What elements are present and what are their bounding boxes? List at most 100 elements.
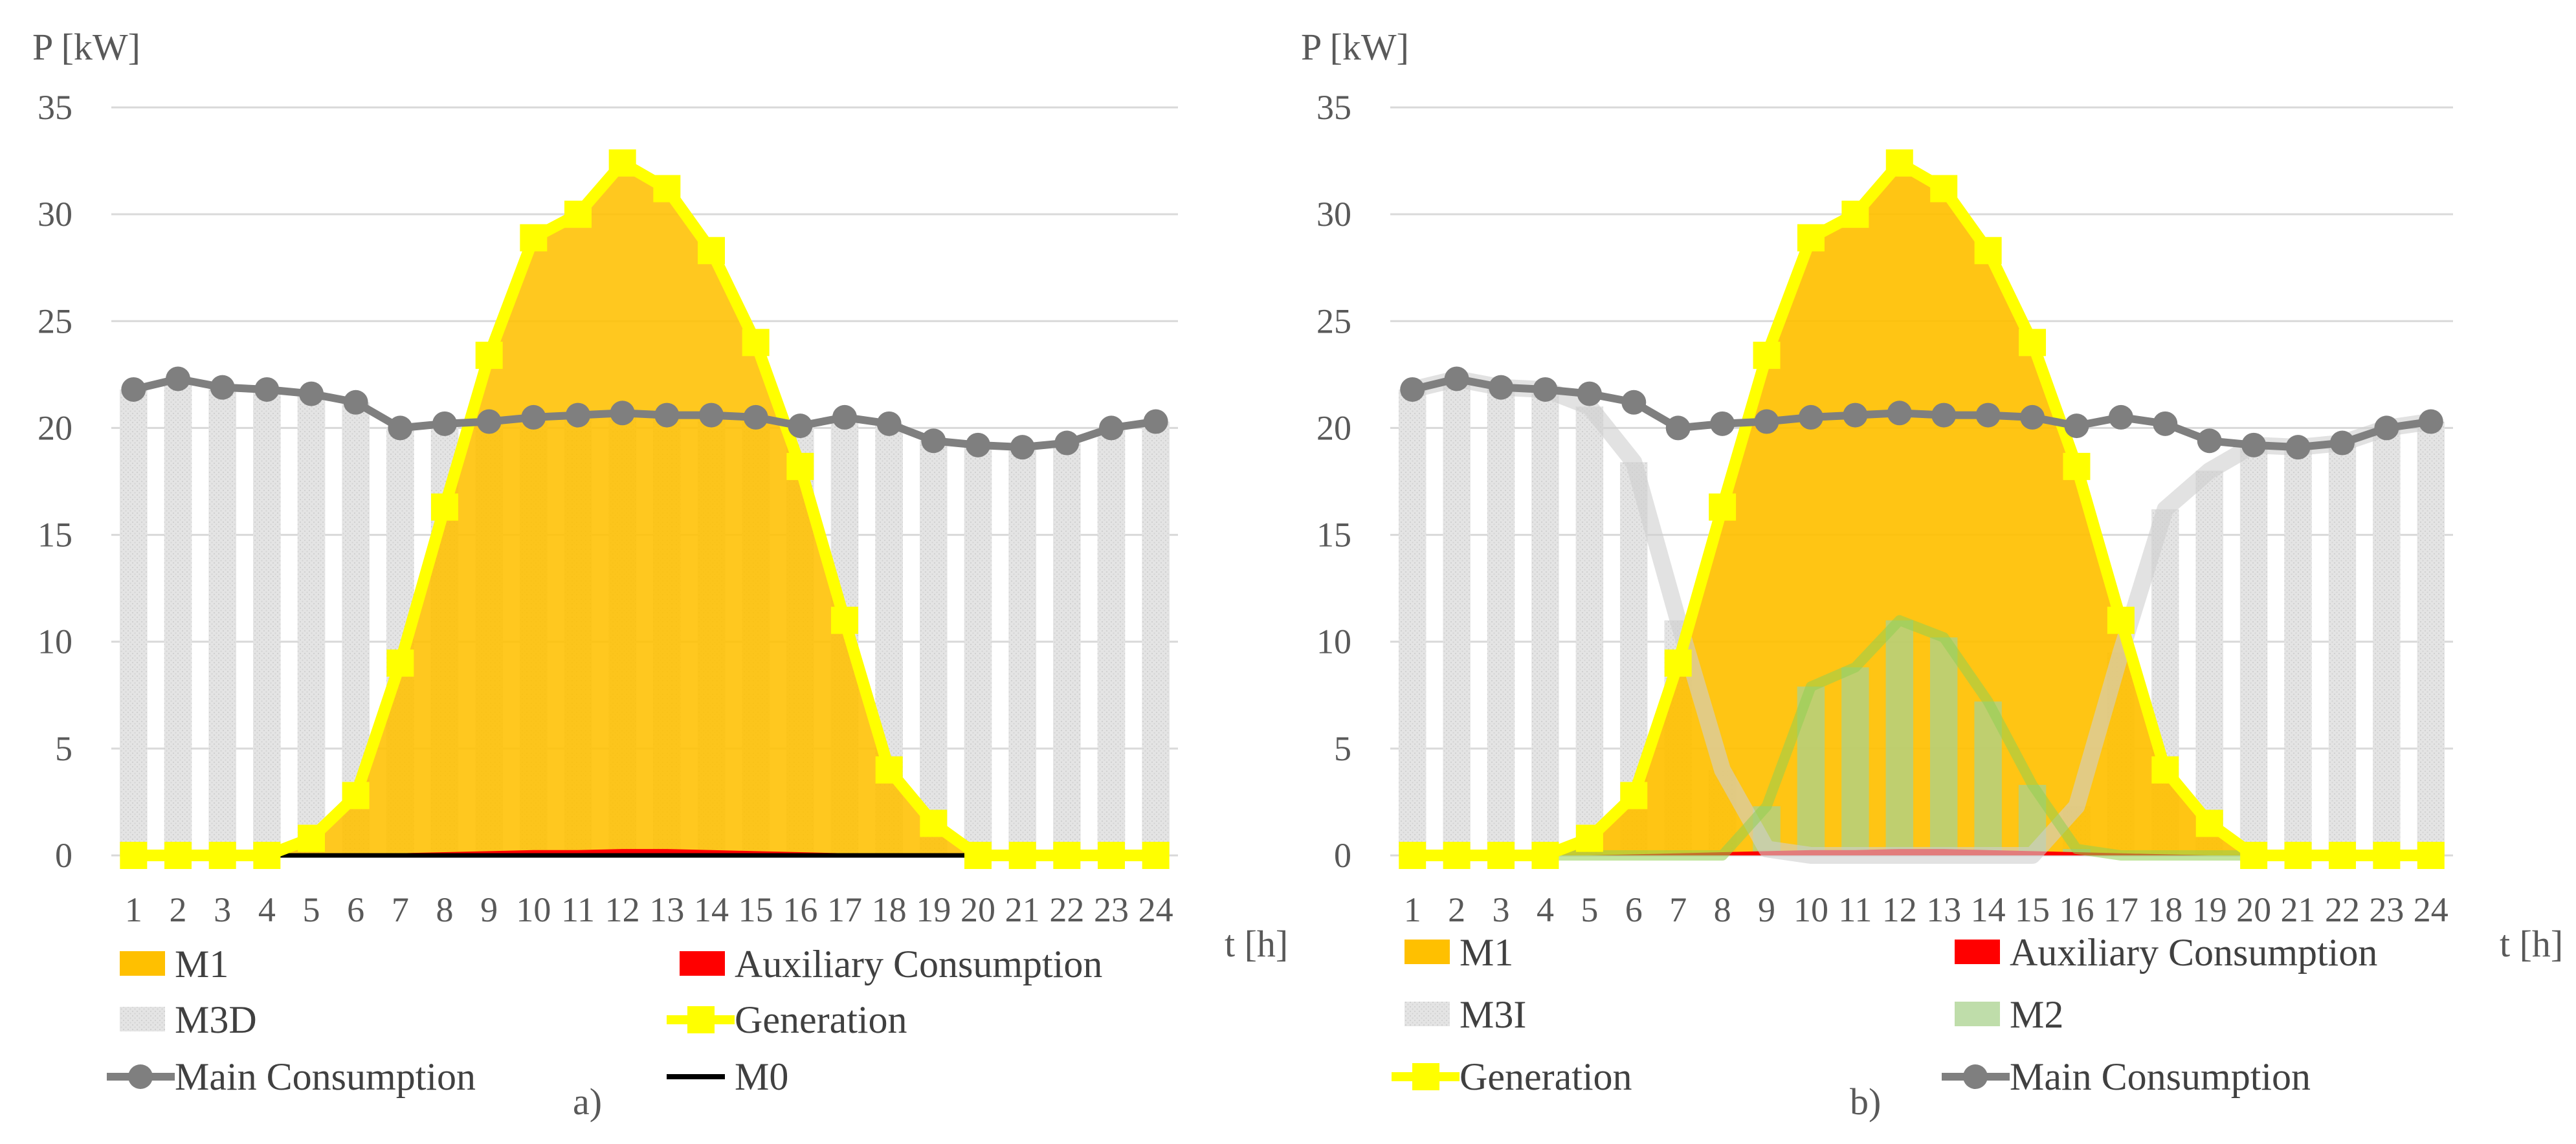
main-consumption-marker [1931, 402, 1957, 428]
generation-marker [875, 756, 903, 784]
x-tick-label: 10 [1793, 890, 1828, 929]
x-tick-label: 5 [1581, 890, 1598, 929]
main-consumption-marker [610, 401, 635, 426]
generation-marker [1142, 842, 1170, 869]
x-tick-label: 2 [1448, 890, 1465, 929]
generation-marker [608, 149, 636, 177]
main-consumption-marker [2241, 432, 2267, 457]
bar-m2 [1929, 637, 1958, 855]
x-tick-label: 21 [1005, 890, 1040, 929]
y-tick-label: 25 [1316, 302, 1351, 340]
generation-marker [1709, 493, 1737, 521]
y-tick-label: 10 [1316, 622, 1351, 661]
bar-m3d [1008, 447, 1036, 855]
x-tick-label: 24 [2414, 890, 2448, 929]
generation-marker [1575, 824, 1603, 852]
generation-marker [1053, 842, 1081, 869]
main-consumption-marker [1010, 435, 1035, 460]
main-consumption-marker [2197, 428, 2222, 454]
generation-marker [2195, 809, 2223, 837]
legend-label: Main Consumption [2010, 1055, 2311, 1098]
legend-label: M3I [1460, 993, 1526, 1036]
generation-marker [831, 606, 858, 634]
generation-marker [2063, 452, 2091, 480]
main-consumption-marker [1054, 430, 1080, 456]
legend-label: M2 [2010, 993, 2063, 1036]
bar-m3i [2328, 443, 2357, 855]
generation-marker [2417, 842, 2445, 869]
y-tick-labels: 0 5 10 15 20 25 30 35 [1316, 88, 1351, 875]
generation-marker [1797, 224, 1825, 252]
generation-marker [2240, 842, 2268, 869]
y-tick-label: 20 [38, 408, 72, 447]
main-consumption-marker [566, 402, 590, 428]
legend-item-m2: M2 [1955, 993, 2063, 1036]
x-axis-label: t [h] [2500, 923, 2563, 965]
x-tick-label: 14 [1971, 890, 2006, 929]
generation-marker [386, 649, 414, 677]
generation-marker [1930, 175, 1958, 203]
bar-m3i [1575, 406, 1604, 855]
main-consumption-marker [2020, 404, 2045, 430]
bar-m3i [2417, 421, 2445, 855]
x-tick-label: 22 [1049, 890, 1084, 929]
legend-swatch [1405, 940, 1450, 964]
generation-marker [253, 842, 281, 869]
x-tick-label: 15 [2015, 890, 2050, 929]
x-tick-label: 7 [392, 890, 409, 929]
bar-m3i [1398, 389, 1427, 855]
bar-m3i [1531, 389, 1559, 855]
y-tick-label: 20 [1316, 408, 1351, 447]
bar-m3i [1487, 387, 1515, 855]
bar-m3d [920, 441, 948, 855]
y-tick-label: 0 [55, 836, 72, 875]
main-consumption-marker [966, 432, 990, 457]
generation-marker [1098, 842, 1125, 869]
x-tick-label: 5 [303, 890, 320, 929]
main-consumption-marker [1798, 404, 1823, 430]
legend-item-generation: Generation [667, 998, 907, 1041]
main-consumption-marker [1143, 409, 1168, 434]
x-tick-label: 3 [1493, 890, 1510, 929]
main-consumption-marker [1665, 415, 1691, 441]
legend-label: M3D [175, 998, 257, 1041]
generation-marker [2019, 329, 2047, 357]
main-consumption-marker [476, 409, 502, 434]
main-consumption-marker [699, 402, 724, 428]
y-tick-label: 35 [1316, 88, 1351, 127]
x-tick-label: 20 [960, 890, 995, 929]
main-consumption-marker [299, 381, 324, 406]
main-consumption-marker [1489, 375, 1514, 400]
legend-marker [687, 1006, 715, 1033]
main-consumption-marker [432, 411, 457, 436]
main-consumption-marker [654, 402, 680, 428]
bar-m3d [164, 379, 192, 855]
x-tick-label: 9 [480, 890, 498, 929]
legend-label: Generation [1460, 1055, 1632, 1098]
main-consumption-marker [1400, 377, 1425, 402]
generation-marker [2284, 842, 2312, 869]
legend-item-auxiliary-consumption: Auxiliary Consumption [680, 943, 1102, 985]
legend-swatch [1955, 1002, 2000, 1026]
bar-m3d [297, 393, 326, 855]
x-tick-label: 8 [1714, 890, 1731, 929]
bar-m2 [1841, 667, 1869, 855]
y-tick-label: 5 [55, 729, 72, 768]
legend-swatch [680, 951, 725, 976]
x-tick-label: 18 [2148, 890, 2182, 929]
legend-swatch [120, 951, 165, 976]
main-consumption-marker [388, 415, 413, 441]
x-tick-label: 7 [1669, 890, 1687, 929]
main-consumption-marker [1975, 402, 2001, 428]
legend-item-m3d: M3D [120, 998, 257, 1041]
y-tick-label: 15 [1316, 516, 1351, 555]
legend: M1 Auxiliary Consumption M3D Generation Main… [107, 943, 1102, 1098]
main-consumption-marker [1887, 401, 1912, 426]
bar-m2 [1885, 620, 1914, 855]
legend-item-m1: M1 [1405, 931, 1513, 974]
x-tick-label: 2 [170, 890, 187, 929]
generation-marker [1487, 842, 1515, 869]
x-tick-label: 4 [1537, 890, 1554, 929]
